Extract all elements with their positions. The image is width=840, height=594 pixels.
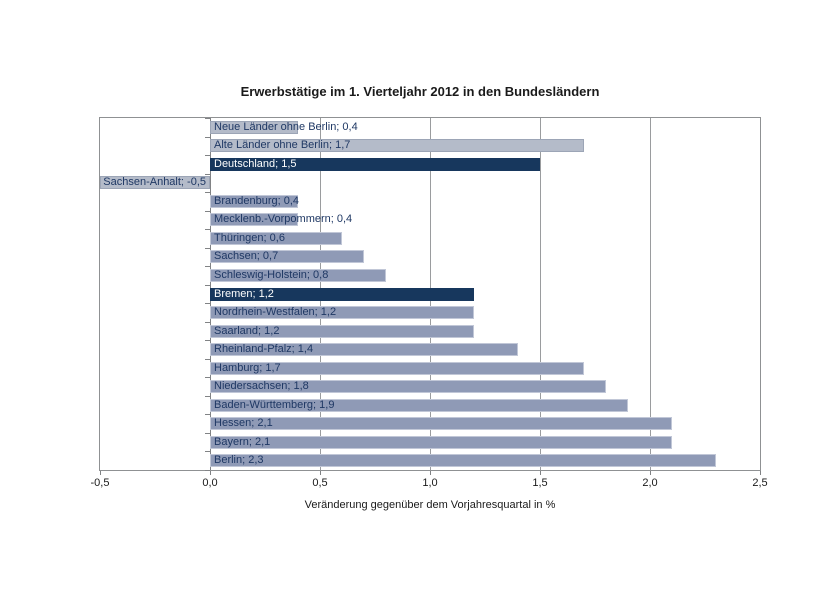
bar-label: Baden-Württemberg; 1,9: [214, 398, 335, 411]
category-tick: [205, 118, 210, 119]
category-tick: [205, 451, 210, 452]
bar-alte-l-nder-ohne-berlin: [210, 139, 584, 153]
chart-title: Erwerbstätige im 1. Vierteljahr 2012 in …: [240, 84, 600, 99]
bar-nordrhein-westfalen: [210, 306, 474, 320]
bar-baden-w-rttemberg: [210, 398, 628, 412]
bar-label: Neue Länder ohne Berlin; 0,4: [214, 120, 358, 133]
x-axis-tick-label: 1,0: [422, 477, 438, 489]
x-axis-tick: [539, 471, 541, 475]
bar-hamburg: [210, 361, 584, 375]
category-tick: [205, 322, 210, 323]
category-tick: [205, 396, 210, 397]
bar-deutschland: [210, 157, 540, 171]
bar-label: Nordrhein-Westfalen; 1,2: [214, 306, 337, 319]
bar-label: Brandenburg; 0,4: [214, 194, 300, 207]
category-tick: [205, 303, 210, 304]
bar-bayern: [210, 435, 672, 449]
bar-label: Deutschland; 1,5: [214, 157, 297, 170]
x-axis-tick-label: 2,5: [752, 477, 768, 489]
category-tick: [205, 192, 210, 193]
bar-schleswig-holstein: [210, 268, 386, 282]
bar-sachsen-anhalt: [100, 176, 210, 190]
category-tick: [205, 285, 210, 286]
bar-label: Hamburg; 1,7: [214, 361, 281, 374]
bar-label: Saarland; 1,2: [214, 324, 280, 337]
x-axis-tick: [759, 471, 761, 475]
bar-label: Hessen; 2,1: [214, 417, 273, 430]
x-axis-tick: [209, 471, 211, 475]
category-tick: [205, 211, 210, 212]
category-tick: [205, 137, 210, 138]
bar-label: Rheinland-Pfalz; 1,4: [214, 343, 314, 356]
bar-label: Bayern; 2,1: [214, 435, 271, 448]
bar-brandenburg: [210, 194, 298, 208]
x-axis-tick: [429, 471, 431, 475]
category-tick: [205, 174, 210, 175]
x-axis-tick: [319, 471, 321, 475]
category-tick: [205, 340, 210, 341]
x-axis-tick-label: 1,5: [532, 477, 548, 489]
x-axis-tick: [649, 471, 651, 475]
gridline: [649, 118, 651, 470]
x-axis-tick-label: -0,5: [90, 477, 110, 489]
bar-label: Alte Länder ohne Berlin; 1,7: [214, 139, 351, 152]
bar-berlin: [210, 454, 716, 468]
bar-sachsen: [210, 250, 364, 264]
category-tick: [205, 433, 210, 434]
category-tick: [205, 248, 210, 249]
category-tick: [205, 266, 210, 267]
bar-niedersachsen: [210, 380, 606, 394]
bar-label: Thüringen; 0,6: [214, 231, 285, 244]
bar-label: Bremen; 1,2: [214, 287, 274, 300]
bar-label: Sachsen-Anhalt; -0,5: [103, 176, 206, 189]
category-tick: [205, 377, 210, 378]
bar-mecklenb-vorpommern: [210, 213, 298, 227]
bar-hessen: [210, 417, 672, 431]
bar-label: Mecklenb.-Vorpommern; 0,4: [214, 213, 353, 226]
plot-area: Neue Länder ohne Berlin; 0,4 Alte Länder …: [99, 117, 761, 471]
x-axis-tick-label: 0,5: [312, 477, 328, 489]
bar-saarland: [210, 324, 474, 338]
category-tick: [205, 155, 210, 156]
bar-label: Niedersachsen; 1,8: [214, 380, 309, 393]
bar-bremen: [210, 287, 474, 301]
bar-label: Sachsen; 0,7: [214, 250, 279, 263]
bar-neue-l-nder-ohne-berlin: [210, 120, 298, 134]
category-tick: [205, 414, 210, 415]
x-axis-title: Veränderung gegenüber dem Vorjahresquart…: [304, 499, 556, 511]
x-axis-tick: [99, 471, 101, 475]
category-tick: [205, 359, 210, 360]
x-axis-tick-label: 0,0: [202, 477, 218, 489]
x-axis-tick-label: 2,0: [642, 477, 658, 489]
bar-rheinland-pfalz: [210, 343, 518, 357]
gridline: [539, 118, 541, 470]
bar-label: Schleswig-Holstein; 0,8: [214, 268, 329, 281]
category-tick: [205, 470, 210, 471]
bar-label: Berlin; 2,3: [214, 454, 264, 467]
bar-th-ringen: [210, 231, 342, 245]
category-tick: [205, 229, 210, 230]
